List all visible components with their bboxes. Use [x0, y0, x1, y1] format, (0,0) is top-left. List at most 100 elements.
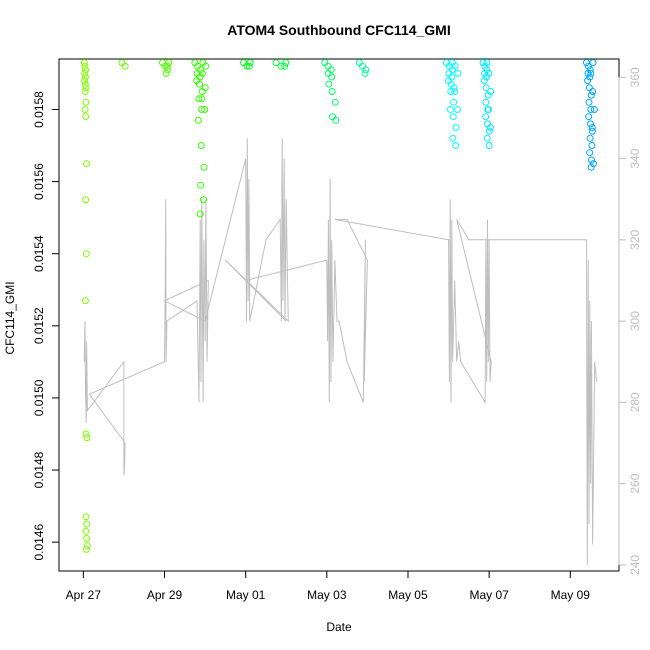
data-point [200, 196, 207, 204]
data-point [198, 95, 206, 103]
data-point [81, 88, 89, 95]
data-point [332, 116, 340, 124]
data-point [82, 250, 90, 258]
data-point [196, 210, 204, 218]
data-point [587, 106, 595, 113]
y-tick-label: 0.0152 [32, 307, 46, 344]
data-point [81, 69, 89, 77]
data-point [584, 62, 592, 70]
data-point [482, 113, 490, 121]
data-point [355, 59, 363, 67]
data-point [586, 73, 594, 81]
x-tick-label: May 05 [388, 588, 428, 602]
y2-tick-label: 320 [628, 229, 642, 249]
y-axis: 0.0146 0.0148 0.0150 0.0152 0.0154 0.0156 0.01… [32, 91, 60, 561]
data-point [272, 59, 280, 67]
data-point [82, 84, 90, 92]
data-point [451, 88, 459, 95]
y-tick-label: 0.0148 [32, 451, 46, 488]
data-point [81, 297, 89, 305]
data-point [165, 59, 173, 67]
data-point [82, 73, 89, 81]
y-tick-label: 0.0154 [32, 235, 46, 272]
data-point [324, 62, 332, 70]
data-point [452, 124, 460, 131]
data-point [588, 156, 595, 164]
data-point [198, 69, 206, 77]
data-point [454, 106, 461, 113]
chart-title: ATOM4 Southbound CFC114_GMI [227, 22, 451, 38]
data-point [587, 120, 594, 128]
y2-tick-label: 280 [628, 392, 642, 412]
x-tick-label: May 01 [226, 588, 266, 602]
data-point [485, 127, 493, 135]
data-point [587, 91, 595, 99]
data-point [81, 106, 89, 113]
y2-tick-label: 300 [628, 311, 642, 331]
data-point [586, 134, 594, 142]
y-tick-label: 0.0156 [32, 163, 46, 200]
data-point [454, 69, 462, 77]
data-point [118, 59, 126, 67]
data-point [482, 84, 490, 92]
y2-tick-label: 360 [628, 67, 642, 87]
x-tick-label: Apr 27 [66, 588, 102, 602]
data-point [451, 62, 459, 70]
data-point [486, 124, 494, 131]
data-point [321, 59, 329, 67]
y-tick-label: 0.0150 [32, 379, 46, 416]
data-point [485, 106, 492, 113]
data-point [586, 149, 594, 157]
data-point [195, 95, 203, 103]
data-point [282, 59, 290, 67]
data-point [483, 134, 491, 142]
data-point [359, 62, 366, 70]
data-point [163, 62, 171, 70]
data-point [245, 62, 253, 70]
y-axis-label: CFC114_GMI [3, 281, 17, 354]
data-point [328, 73, 336, 81]
data-point [589, 160, 597, 168]
data-point [590, 106, 598, 113]
x-tick-label: May 09 [551, 588, 591, 602]
data-point [362, 66, 370, 74]
data-point [82, 527, 90, 535]
data-point [80, 59, 88, 67]
data-point [588, 142, 596, 149]
data-point [240, 59, 248, 67]
data-point [480, 77, 488, 85]
data-point [485, 142, 493, 149]
secondary-trace-line [83, 138, 598, 565]
data-point [583, 59, 590, 67]
data-point [481, 62, 489, 70]
data-point [450, 98, 458, 106]
data-point [201, 84, 209, 92]
data-point [452, 142, 460, 149]
data-point [83, 160, 90, 168]
data-point [82, 430, 90, 438]
data-point [481, 69, 489, 77]
plot-frame [58, 58, 620, 572]
x-axis: Apr 27 Apr 29 May 01 May 03 May 05 May 07 May … [66, 570, 591, 602]
data-point [201, 106, 209, 113]
data-point [449, 113, 457, 121]
data-point [588, 124, 596, 131]
data-point [81, 77, 89, 85]
data-point [331, 98, 339, 106]
data-point [83, 520, 91, 528]
x-tick-label: Apr 29 [147, 588, 183, 602]
y2-tick-label: 340 [628, 148, 642, 168]
data-point [589, 59, 597, 67]
data-point [328, 88, 336, 95]
data-point [586, 66, 594, 74]
data-point [587, 163, 595, 171]
data-point [83, 535, 91, 542]
data-point [121, 62, 129, 70]
data-point [482, 98, 490, 106]
data-point [479, 59, 487, 67]
data-point [585, 113, 593, 121]
data-point [589, 88, 597, 95]
data-point [361, 69, 369, 77]
x-axis-label: Date [326, 620, 352, 634]
